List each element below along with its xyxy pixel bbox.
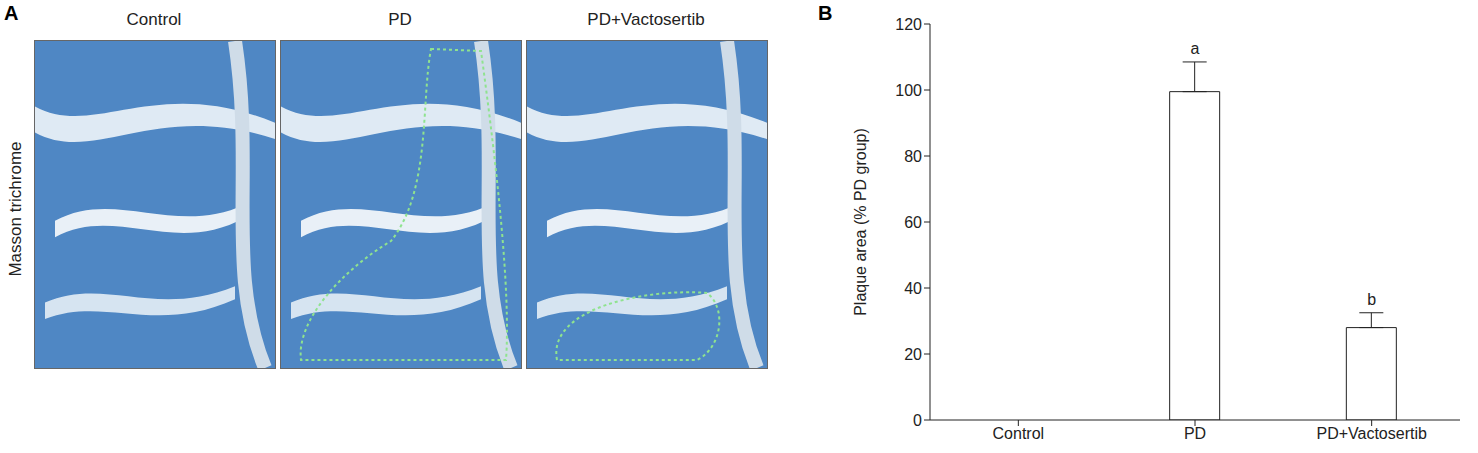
svg-text:60: 60 xyxy=(904,214,922,231)
svg-text:a: a xyxy=(1191,40,1200,57)
svg-text:40: 40 xyxy=(904,280,922,297)
svg-text:PD: PD xyxy=(1184,425,1206,442)
svg-text:PD+Vactosertib: PD+Vactosertib xyxy=(1316,425,1427,442)
html-text:PD+Vactosertib: PD+Vactosertib xyxy=(587,10,705,29)
svg-text:80: 80 xyxy=(904,148,922,165)
html-text:Control: Control xyxy=(126,10,182,29)
svg-text:100: 100 xyxy=(895,82,922,99)
html-text:PD: PD xyxy=(388,10,412,29)
svg-text:b: b xyxy=(1367,291,1376,308)
svg-text:Plaque area (% PD group): Plaque area (% PD group) xyxy=(852,128,869,316)
html-text:B: B xyxy=(818,2,833,24)
html-text:A: A xyxy=(4,2,19,24)
svg-text:120: 120 xyxy=(895,16,922,33)
svg-text:Control: Control xyxy=(993,425,1045,442)
svg-text:20: 20 xyxy=(904,346,922,363)
svg-text:0: 0 xyxy=(913,412,922,429)
html-text:Masson trichrome: Masson trichrome xyxy=(6,140,25,277)
